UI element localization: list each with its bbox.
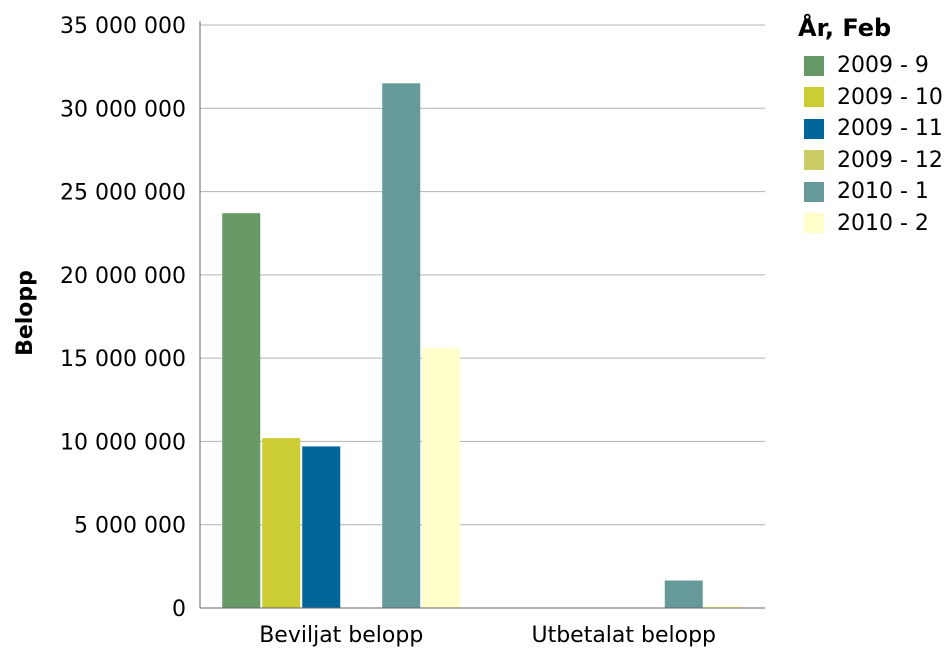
- legend-label: 2009 - 12: [837, 147, 943, 173]
- legend-item: 2009 - 10: [798, 82, 943, 114]
- y-tick-label: 25 000 000: [60, 181, 186, 206]
- bar: [704, 605, 743, 608]
- legend-swatch: [804, 55, 824, 76]
- y-tick-label: 35 000 000: [60, 14, 186, 39]
- legend-label: 2009 - 10: [837, 84, 943, 110]
- legend-swatch: [804, 118, 824, 139]
- x-axis-categories: Beviljat belopp Utbetalat belopp: [259, 623, 716, 648]
- y-tick-label: 10 000 000: [60, 430, 186, 455]
- bar: [262, 438, 301, 608]
- legend-items: 2009 - 9 2009 - 10 2009 - 11 2009 - 12 2010 …: [798, 50, 943, 239]
- y-tick-label: 15 000 000: [60, 347, 186, 372]
- y-tick-label: 20 000 000: [60, 264, 186, 289]
- y-axis-label: Belopp: [13, 270, 38, 356]
- legend-label: 2010 - 2: [837, 210, 929, 236]
- legend-label: 2009 - 11: [837, 116, 943, 142]
- x-category-label: Utbetalat belopp: [531, 623, 716, 648]
- legend-swatch: [804, 213, 824, 234]
- legend-item: 2009 - 9: [798, 50, 943, 82]
- legend-item: 2009 - 12: [798, 145, 943, 177]
- legend-label: 2009 - 9: [837, 53, 929, 79]
- legend-item: 2009 - 11: [798, 113, 943, 145]
- legend-title: År, Feb: [798, 14, 892, 42]
- legend-label: 2010 - 1: [837, 179, 929, 205]
- y-tick-label: 5 000 000: [74, 514, 186, 539]
- legend-swatch: [804, 87, 824, 108]
- bar: [222, 213, 261, 608]
- bar: [422, 348, 461, 608]
- bars: [222, 83, 743, 609]
- y-axis-ticks: 0 5 000 000 10 000 000 15 000 000 20 000 000…: [60, 14, 186, 622]
- bar: [382, 83, 421, 609]
- y-tick-label: 0: [172, 597, 186, 622]
- bar: [664, 580, 703, 608]
- bar: [302, 446, 341, 608]
- legend-swatch: [804, 181, 824, 202]
- legend-item: 2010 - 2: [798, 208, 943, 240]
- legend-item: 2010 - 1: [798, 176, 943, 208]
- legend: År, Feb 2009 - 9 2009 - 10 2009 - 11 2009 -…: [798, 14, 943, 239]
- x-category-label: Beviljat belopp: [259, 623, 423, 648]
- y-tick-label: 30 000 000: [60, 97, 186, 122]
- legend-swatch: [804, 150, 824, 171]
